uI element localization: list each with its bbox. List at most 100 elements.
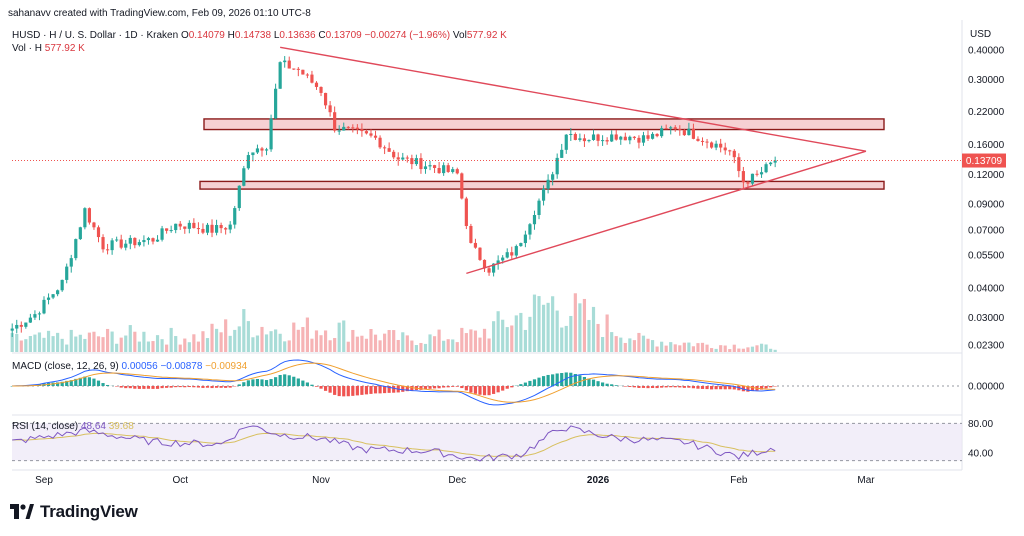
volume-bar [160,339,164,352]
candle-body [174,223,178,231]
candle [655,133,659,138]
candle-body [119,239,123,248]
candle [264,147,269,156]
volume-bar [360,335,364,352]
candle [601,135,605,146]
macd-histogram-bar [469,386,473,393]
volume-bar [255,335,260,352]
candle-body [137,242,141,246]
volume-bar [564,325,568,352]
candle-body [210,224,214,233]
tradingview-logo[interactable]: TradingView [10,502,138,522]
support-resistance-zones [199,118,885,190]
macd-histogram-bar [319,386,323,389]
macd-histogram-bar [169,386,173,388]
candle-body [346,126,350,128]
candle [33,310,37,320]
volume-bar [673,344,677,352]
candle-body [551,174,555,180]
y-tick-label: 0.02300 [968,341,1005,352]
candle-body [192,222,196,229]
macd-histogram-bar [532,379,537,386]
candle [119,234,123,250]
rsi-value: 48.64 [80,421,106,432]
macd-histogram-bar [678,386,682,388]
price-zone [199,180,885,190]
volume-bar [51,336,55,352]
candle-body [669,127,673,129]
volume-bar [178,344,182,352]
volume-bar [628,338,632,352]
volume-bar [510,325,514,352]
candle-body [187,222,191,229]
macd-histogram-bar [732,386,736,390]
macd-histogram-bar [623,386,627,387]
candle-body [65,266,69,280]
close-label: C [318,30,326,41]
candle [446,162,450,173]
candle-body [591,134,596,140]
candle-body [610,134,614,142]
volume-bar [346,341,350,352]
macd-histogram-bar [355,386,359,396]
macd-label[interactable]: MACD (close, 12, 26, 9) [12,361,119,372]
symbol-name[interactable]: HUSD · H / U. S. Dollar · 1D · Kraken [12,30,179,41]
candle [487,266,491,276]
volume-bar [691,346,696,352]
volume-bar [541,304,546,352]
x-tick-label: 2026 [587,475,610,486]
candle [719,138,723,153]
candle [351,124,355,133]
volume-bar [169,327,173,352]
candle-body [369,133,373,136]
candle [56,289,60,297]
candle-body [673,127,677,130]
volume-bar [569,315,573,352]
open-value: 0.14079 [188,30,225,41]
candle-body [696,138,700,141]
volume-bar [24,339,28,352]
macd-histogram-bar [710,386,714,390]
volume-bar [519,312,523,352]
macd-histogram-bar [160,386,164,389]
candle [519,242,523,247]
candle [710,141,714,149]
candle-body [587,139,591,142]
candle-body [51,294,55,298]
symbol-line: HUSD · H / U. S. Dollar · 1D · Kraken O0… [12,30,507,41]
candle [423,161,428,174]
macd-histogram-bar [178,386,182,388]
volume-bar [228,335,232,352]
vol-h-label[interactable]: Vol · H [12,43,43,54]
candle-body [133,237,137,246]
volume-bar [464,333,468,352]
candle [83,207,87,230]
volume-bar [69,329,73,352]
candle-body [351,127,355,129]
candle-body [728,150,732,152]
candle [614,129,618,141]
macd-histogram-bar [691,386,696,389]
rsi-label[interactable]: RSI (14, close) [12,421,79,432]
macd-histogram-bar [133,386,137,389]
volume-bar [37,332,42,352]
volume-bar [478,337,482,352]
macd-histogram-bar [601,382,605,386]
volume-bar [310,338,314,352]
candle [628,135,632,145]
macd-histogram-bar [128,386,132,389]
candle [673,125,677,132]
candle-body [410,158,414,165]
macd-histogram-bar [478,386,482,395]
macd-histogram-bar [541,376,546,386]
candle-body [74,239,78,259]
candle [133,237,137,249]
candle-body [555,157,559,175]
candle [510,246,514,259]
volume-bar [546,302,550,352]
volume-bar [296,329,300,352]
candle [387,142,391,152]
candle-body [737,157,741,172]
candle [369,129,373,138]
